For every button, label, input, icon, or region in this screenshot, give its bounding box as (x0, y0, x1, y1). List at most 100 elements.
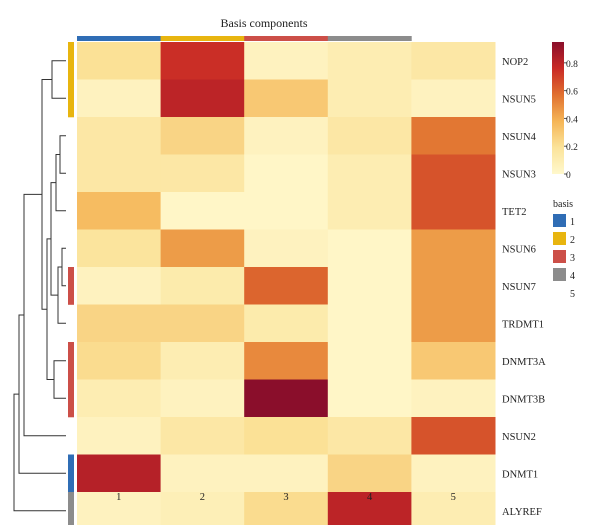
heatmap-cell (411, 192, 496, 230)
heatmap-cell (411, 379, 496, 418)
row-annotation-cell (68, 379, 74, 418)
heatmap-cell (327, 267, 412, 305)
heatmap-cell (160, 42, 245, 80)
heatmap-cell (77, 42, 162, 80)
heatmap-cell (77, 154, 162, 193)
color-scale-tick-label: 0.8 (566, 60, 578, 70)
heatmap-cell (77, 267, 162, 305)
row-labels: NOP2 NSUN5 NSUN4 NSUN3 TET2 NSUN6 NSUN7 TRDMT1 D… (502, 57, 546, 518)
dendrogram-branch (61, 247, 66, 287)
column-label: 1 (116, 492, 121, 503)
heatmap-cell (327, 342, 412, 380)
row-label: NSUN6 (502, 244, 536, 255)
heatmap-cell (244, 267, 329, 305)
row-label: NSUN2 (502, 432, 536, 443)
row-label: TET2 (502, 207, 527, 218)
heatmap-cell (411, 304, 496, 343)
row-annotation-cell (68, 42, 74, 80)
row-label: NSUN7 (502, 282, 536, 293)
heatmap-cell (327, 379, 412, 418)
heatmap-cell (160, 454, 245, 493)
row-dendrogram (13, 60, 66, 512)
heatmap-cell (77, 342, 162, 380)
dendrogram-branch (59, 135, 66, 174)
heatmap-cell (411, 79, 496, 118)
heatmap-cell (327, 304, 412, 343)
row-label: DNMT1 (502, 469, 538, 480)
color-scale-legend: 0.8 0.6 0.4 0.2 0 (552, 42, 578, 181)
row-label: TRDMT1 (502, 319, 544, 330)
heatmap-cell (411, 417, 496, 455)
heatmap-cell (411, 154, 496, 193)
heatmap-cell (160, 342, 245, 380)
basis-legend-label: 2 (570, 235, 575, 246)
basis-legend: basis 1 2 3 4 5 (553, 199, 575, 300)
heatmap-cell (160, 492, 245, 525)
heatmap-cell (244, 42, 329, 80)
column-annotation-cell (160, 36, 245, 41)
heatmap-cell (244, 417, 329, 455)
column-annotation-cell (244, 36, 329, 41)
row-annotation-cell (68, 79, 74, 118)
heatmap-cell (77, 229, 162, 268)
heatmap-cell (411, 42, 496, 80)
basis-legend-title: basis (553, 199, 573, 210)
heatmap-cell (160, 192, 245, 230)
heatmap-cell (327, 79, 412, 118)
row-label: NOP2 (502, 57, 528, 68)
basis-legend-label: 5 (570, 289, 575, 300)
heatmap-cell (77, 117, 162, 155)
heatmap-cell (160, 304, 245, 343)
heatmap-cell (77, 304, 162, 343)
row-label: ALYREF (502, 507, 542, 518)
row-label: NSUN3 (502, 169, 536, 180)
column-label: 3 (283, 492, 288, 503)
color-scale-tick-label: 0.2 (566, 143, 578, 153)
heatmap-cell (244, 229, 329, 268)
heatmap-cell (327, 117, 412, 155)
heatmap-cell (411, 229, 496, 268)
heatmap-cell (77, 192, 162, 230)
dendrogram-branch (23, 193, 66, 437)
heatmap-cell (411, 117, 496, 155)
color-scale-tick-label: 0.6 (566, 88, 578, 98)
column-annotation-cell (327, 36, 412, 41)
column-label: 2 (200, 492, 205, 503)
row-annotation-bar (68, 42, 74, 525)
heatmap-cell (244, 79, 329, 118)
heatmap-cell (244, 304, 329, 343)
basis-legend-swatch (553, 250, 566, 263)
heatmap-cell (327, 229, 412, 268)
heatmap-cell (160, 154, 245, 193)
heatmap-cell (411, 492, 496, 525)
column-label: 5 (451, 492, 456, 503)
heatmap-cell (160, 117, 245, 155)
heatmap-cell (244, 192, 329, 230)
heatmap-cell (327, 42, 412, 80)
color-scale-tick-label: 0 (566, 171, 571, 181)
heatmap-cell (327, 192, 412, 230)
dendrogram-branch (13, 393, 66, 512)
chart-title: Basis components (221, 16, 308, 30)
dendrogram-branch (53, 360, 66, 399)
dendrogram-branch (55, 154, 66, 212)
dendrogram-branch (51, 60, 66, 99)
color-scale-tick-label: 0.4 (566, 115, 578, 125)
heatmap-cell (244, 342, 329, 380)
row-annotation-cell (68, 492, 74, 525)
heatmap-cell (160, 79, 245, 118)
dendrogram-branch (18, 314, 66, 474)
heatmap-cell (244, 454, 329, 493)
basis-legend-label: 1 (570, 217, 575, 228)
heatmap-cell (77, 417, 162, 455)
row-annotation-cell (68, 267, 74, 305)
basis-legend-swatch (553, 214, 566, 227)
column-labels: 1 2 3 4 5 (116, 492, 456, 503)
heatmap-cell (411, 342, 496, 380)
heatmap-cell (77, 79, 162, 118)
heatmap-cell (77, 454, 162, 493)
heatmap-cell (244, 117, 329, 155)
heatmap-cell (327, 454, 412, 493)
heatmap-cell (160, 417, 245, 455)
